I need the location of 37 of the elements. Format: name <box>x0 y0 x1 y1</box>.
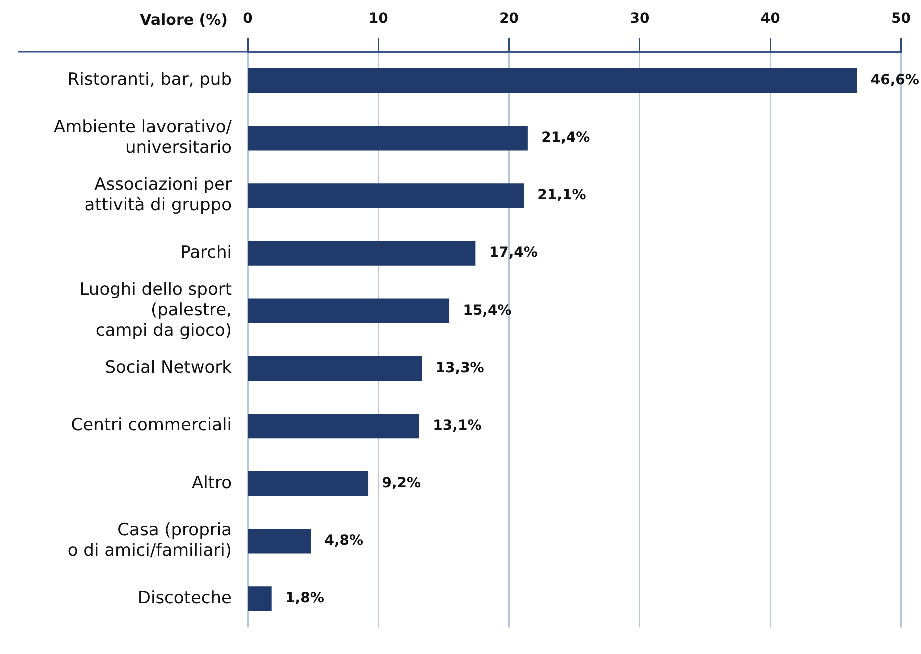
data-label: 17,4% <box>489 245 538 262</box>
x-tick-label: 20 <box>500 11 520 28</box>
x-tick-label: 0 <box>243 11 254 28</box>
y-tick-label: Ristoranti, bar, pub <box>68 70 232 90</box>
bar <box>248 184 524 208</box>
x-tick-label: 50 <box>892 11 912 28</box>
y-tick-label: Ambiente lavorativo/ universitario <box>54 118 232 158</box>
y-tick-label: Associazioni per attività di gruppo <box>84 175 232 216</box>
y-tick-label: Discoteche <box>138 588 232 608</box>
data-label: 13,1% <box>433 418 482 434</box>
data-label: 4,8% <box>324 533 364 550</box>
data-label: 15,4% <box>463 302 512 319</box>
bar <box>248 529 312 554</box>
y-tick-label: Centri commerciali <box>71 416 232 436</box>
data-label: 9,2% <box>382 475 422 492</box>
x-axis-title: Valore (%) <box>140 10 228 29</box>
data-label: 13,3% <box>436 360 484 376</box>
bar <box>248 241 476 266</box>
x-tick-label: 10 <box>368 11 389 28</box>
y-tick-label: Social Network <box>105 358 232 378</box>
y-tick-label: Parchi <box>180 242 232 263</box>
bar <box>248 414 420 439</box>
data-label: 1,8% <box>286 590 324 607</box>
y-tick-label: Luoghi dello sport (palestre, campi da gioco) <box>80 280 232 341</box>
bar <box>248 126 528 151</box>
data-label: 46,6% <box>870 72 920 88</box>
data-label: 21,1% <box>538 188 586 204</box>
y-tick-label: Casa (propria o di amici/familiari) <box>68 520 232 562</box>
x-tick-label: 30 <box>630 11 650 28</box>
bar <box>248 68 858 94</box>
bar <box>248 472 369 496</box>
x-tick-label: 40 <box>760 11 781 28</box>
bar <box>248 356 422 382</box>
bar <box>248 298 450 324</box>
data-label: 21,4% <box>542 130 590 146</box>
bar <box>248 586 272 612</box>
y-tick-label: Altro <box>192 473 232 494</box>
